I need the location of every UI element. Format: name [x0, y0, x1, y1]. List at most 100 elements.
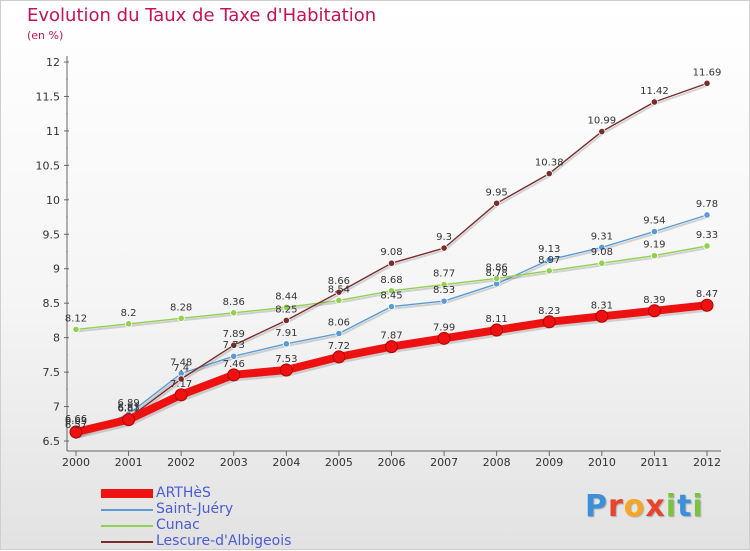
- data-label: 7.91: [275, 328, 297, 339]
- series-1-point: [282, 340, 290, 348]
- legend-label: Saint-Juéry: [156, 501, 234, 517]
- data-label: 8.12: [65, 313, 87, 324]
- series-0-point: [647, 304, 661, 318]
- data-label: 6.63: [65, 416, 87, 427]
- data-label: 8.78: [486, 268, 508, 279]
- data-label: 7.46: [223, 359, 245, 370]
- series-2-point: [177, 314, 185, 322]
- x-tick-label: 2009: [535, 456, 563, 469]
- series-0-point: [279, 363, 293, 377]
- x-tick-label: 2004: [272, 456, 300, 469]
- series-3-point: [440, 244, 448, 252]
- series-3-point: [545, 170, 553, 178]
- y-tick-label: 10.5: [36, 159, 61, 172]
- series-0-line: [75, 301, 708, 436]
- y-tick-label: 8: [53, 332, 60, 345]
- data-label: 8.39: [643, 295, 665, 306]
- data-label: 8.97: [538, 255, 560, 266]
- y-tick-label: 11.5: [36, 90, 61, 103]
- legend-swatch: [101, 541, 153, 543]
- series-1: [72, 211, 711, 440]
- logo-letter: t: [677, 489, 693, 524]
- data-label: 8.77: [433, 269, 455, 280]
- logo-letter: i: [692, 489, 704, 524]
- y-tick-label: 8.5: [43, 297, 61, 310]
- data-label: 6.66: [65, 414, 87, 425]
- y-tick-label: 9: [53, 263, 60, 276]
- series-0-point: [227, 368, 241, 382]
- series-3-point: [177, 375, 185, 383]
- y-tick-label: 7.5: [43, 366, 61, 379]
- data-label: 8.28: [170, 302, 192, 313]
- x-tick-label: 2005: [325, 456, 353, 469]
- data-label: 9.08: [591, 247, 613, 258]
- x-tick-label: 2011: [640, 456, 668, 469]
- data-label: 9.19: [643, 240, 665, 251]
- logo-letter: i: [665, 489, 678, 524]
- data-label: 8.66: [328, 276, 350, 287]
- x-tick-label: 2007: [430, 456, 458, 469]
- legend-swatch: [101, 509, 153, 511]
- series-1-point: [440, 297, 448, 305]
- series-2-point: [387, 287, 396, 295]
- y-tick-label: 10: [46, 194, 60, 207]
- proxiti-logo: Proxiti: [585, 489, 704, 524]
- x-tick-label: 2006: [378, 456, 406, 469]
- series-3-point: [650, 98, 659, 106]
- data-label: 8.25: [275, 304, 297, 315]
- y-tick-label: 9.5: [43, 228, 61, 241]
- y-tick-label: 11: [46, 125, 60, 138]
- data-label: 11.42: [640, 86, 669, 97]
- legend-item: Cunac: [101, 517, 361, 533]
- data-label: 7.48: [170, 357, 192, 368]
- data-label: 9.31: [591, 231, 613, 242]
- series-1-point: [545, 256, 553, 264]
- x-tick-label: 2010: [588, 456, 616, 469]
- data-label: 7.72: [328, 341, 350, 352]
- series-2-point: [335, 296, 343, 305]
- series-0: [69, 298, 714, 439]
- series-1-point: [335, 329, 343, 338]
- x-tick-label: 2000: [62, 456, 90, 469]
- series-1-point: [230, 352, 238, 360]
- data-label: 6.83: [117, 402, 139, 413]
- series-3-point: [335, 288, 343, 296]
- series-0-point: [490, 323, 504, 337]
- data-label: 8.44: [275, 291, 297, 302]
- logo-letter: x: [645, 489, 666, 524]
- series-0-point: [437, 331, 451, 345]
- logo-letter: P: [585, 489, 608, 524]
- legend-item: Lescure-d'Albigeois: [101, 533, 361, 549]
- legend-swatch: [101, 489, 153, 498]
- x-tick-label: 2001: [115, 456, 143, 469]
- data-label: 8.54: [328, 284, 350, 295]
- data-label: 9.3: [436, 232, 452, 243]
- data-label: 7.73: [223, 340, 245, 351]
- data-label: 7.53: [275, 354, 297, 365]
- data-label: 8.36: [223, 297, 245, 308]
- data-label: 8.68: [380, 275, 402, 286]
- series-0-point: [542, 315, 556, 329]
- data-label: 8.23: [538, 306, 560, 317]
- series-1-point: [703, 211, 711, 219]
- data-label: 9.78: [696, 199, 718, 210]
- series-2-point: [282, 303, 290, 311]
- series-1-point: [650, 227, 659, 236]
- series-2-point: [598, 259, 606, 267]
- data-label: 7.99: [433, 322, 455, 333]
- chart-subtitle: (en %): [27, 29, 64, 42]
- data-label: 9.08: [380, 247, 402, 258]
- series-2-point: [703, 242, 711, 250]
- data-label: 8.2: [121, 308, 137, 319]
- x-tick-label: 2002: [167, 456, 195, 469]
- legend-item: Saint-Juéry: [101, 501, 361, 517]
- series-2-point: [545, 267, 553, 275]
- series-3-point: [230, 341, 238, 349]
- series-0-shadow: [75, 302, 709, 439]
- series-0-point: [700, 298, 714, 312]
- data-label: 10.38: [535, 158, 564, 169]
- series-1-point: [598, 243, 606, 251]
- data-labels: 6.57 6.89 7.48 7.73 7.91 8.06 8.45 8.53 8.78 9.13…: [65, 67, 721, 431]
